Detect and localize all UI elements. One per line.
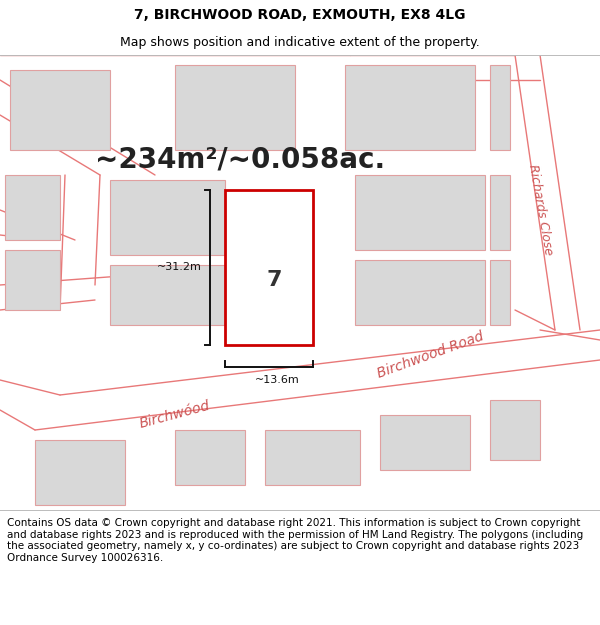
- Text: ~31.2m: ~31.2m: [157, 262, 202, 272]
- Bar: [175, 65, 295, 150]
- Bar: [110, 180, 225, 255]
- Text: Contains OS data © Crown copyright and database right 2021. This information is : Contains OS data © Crown copyright and d…: [7, 518, 583, 563]
- Text: Birchwóod: Birchwóod: [138, 399, 212, 431]
- Text: ~234m²/~0.058ac.: ~234m²/~0.058ac.: [95, 146, 385, 174]
- Bar: [5, 250, 60, 310]
- Text: 7: 7: [266, 270, 282, 290]
- Bar: [490, 400, 540, 460]
- Bar: [5, 175, 60, 240]
- Bar: [345, 65, 475, 150]
- Bar: [110, 265, 225, 325]
- Bar: [355, 260, 485, 325]
- Text: 7, BIRCHWOOD ROAD, EXMOUTH, EX8 4LG: 7, BIRCHWOOD ROAD, EXMOUTH, EX8 4LG: [134, 8, 466, 22]
- Bar: [490, 260, 510, 325]
- Bar: [35, 440, 125, 505]
- Text: Birchwood Road: Birchwood Road: [375, 329, 485, 381]
- Bar: [490, 65, 510, 150]
- Bar: [175, 430, 245, 485]
- Bar: [10, 70, 110, 150]
- Bar: [265, 430, 360, 485]
- Text: Map shows position and indicative extent of the property.: Map shows position and indicative extent…: [120, 36, 480, 49]
- Bar: [380, 415, 470, 470]
- Bar: [355, 175, 485, 250]
- Bar: [225, 190, 313, 345]
- Text: ~13.6m: ~13.6m: [254, 375, 299, 385]
- Text: Richards Close: Richards Close: [526, 164, 554, 256]
- Bar: [490, 175, 510, 250]
